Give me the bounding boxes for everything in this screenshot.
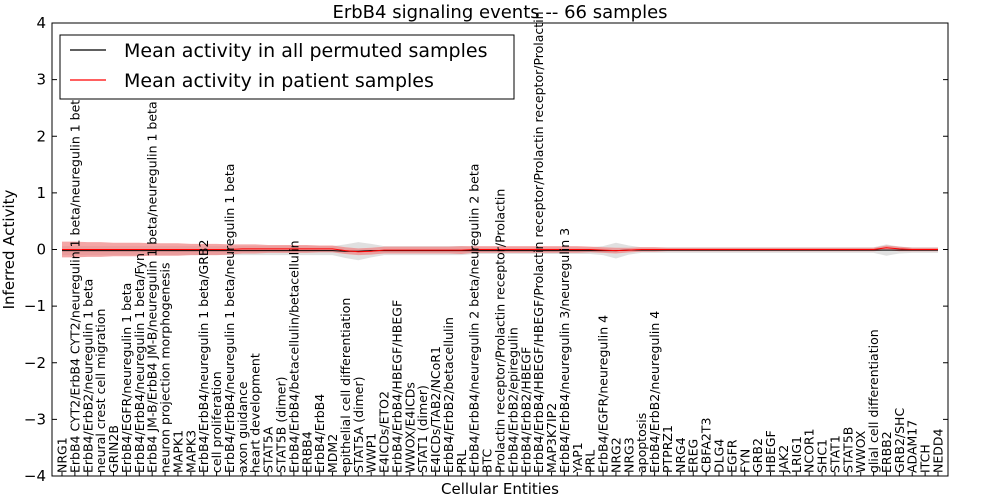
x-tick-label: ErbB4/ErbB2/epiregulin [505,327,520,473]
x-tick-label: WWOX/E4ICDs [402,382,417,473]
x-tick-label: ErbB4/ErbB2/neuregulin 4 [647,311,662,473]
x-tick-label: WWP1 [364,433,379,473]
x-tick-label: NRG3 [621,437,636,473]
y-tick-label: −4 [24,467,46,485]
x-tick-label: FYN [737,449,752,473]
x-tick-label: MDM2 [325,434,340,473]
x-tick-label: ErbB4 CYT2/ErbB4 CYT2/neuregulin 1 beta/… [67,92,82,473]
x-tick-label: ErbB4 JM-B/ErbB4 JM-B/neuregulin 1 beta/… [145,101,160,473]
x-tick-label: LRIG1 [789,436,804,473]
x-tick-label: ErbB4/ErbB4/neuregulin 1 beta/Fyn [132,253,147,473]
x-tick-label: NCOR1 [802,428,817,473]
x-tick-label: CBFA2T3 [699,418,714,473]
y-tick-label: −3 [24,410,46,428]
chart-title: ErbB4 signaling events -- 66 samples [332,2,667,23]
x-tick-label: GRB2 [750,438,765,473]
x-tick-label: EREG [686,439,701,473]
legend: Mean activity in all permuted samples Me… [59,34,515,100]
x-tick-label: ERBB4 [299,431,314,473]
x-tick-label: ErbB4/EGFR/neuregulin 4 [596,315,611,473]
x-tick-label: STAT1 [827,435,842,473]
x-tick-label: WWOX [853,430,868,473]
legend-entry-patient: Mean activity in patient samples [124,70,434,92]
x-tick-label: MAPK3 [183,430,198,473]
y-axis-ticks: −4 −3 −2 −1 0 1 2 3 4 [24,14,948,485]
x-tick-label: ErbB4/ErbB2/betacellulin [441,317,456,473]
x-tick-label: ErbB4/EGFR/neuregulin 1 beta [119,283,134,473]
x-tick-label: STAT5A (dimer) [351,377,366,473]
x-tick-label: ErbB4/ErbB4 [312,394,327,473]
y-tick-label: 3 [36,71,46,89]
y-tick-label: −1 [24,297,46,315]
x-tick-label: ADAM17 [905,420,920,473]
x-tick-label: Prolactin receptor/Prolactin receptor/Pr… [493,189,508,473]
plot-frame [51,22,949,477]
x-tick-label: NRG2 [608,437,623,473]
x-tick-label: NRG1 [55,437,70,473]
x-tick-label: cell proliferation [209,371,224,473]
x-tick-label: ITCH [918,444,933,473]
x-tick-label: heart development [248,353,263,473]
x-tick-label: ErbB4/ErbB2/HBEGF [518,347,533,473]
x-tick-label: DLG4 [712,439,727,473]
x-tick-label: ErbB4/ErbB4/neuregulin 2 beta/neuregulin… [467,164,482,473]
x-tick-label: axon guidance [235,381,250,473]
series-line-patient [62,247,938,253]
y-tick-label: 1 [36,184,46,202]
x-tick-label: BTC [480,449,495,473]
x-tick-label: MAP3K7IP2 [544,403,559,473]
x-tick-label: PRL [454,450,469,473]
legend-box [59,34,515,100]
series-line-permuted [62,249,938,252]
x-tick-label: MAPK1 [170,430,185,473]
x-tick-label: STAT1 (dimer) [415,385,430,473]
x-tick-label: ErbB4/ErbB4/neuregulin 1 beta/GRB2 [196,240,211,473]
x-tick-label: STAT5B (dimer) [274,377,289,473]
x-tick-label: JAK2 [776,445,791,474]
x-tick-label: neural crest cell migration [93,309,108,473]
x-tick-label: GRIN2B [106,425,121,473]
y-tick-label: 0 [36,241,46,259]
x-tick-label: E4ICDs/TAB2/NCoR1 [428,346,443,473]
x-tick-label: SHC1 [815,439,830,473]
legend-entry-permuted: Mean activity in all permuted samples [124,40,487,62]
x-tick-label: ErbB4/ErbB2/neuregulin 1 beta [80,279,95,473]
x-tick-label: neuron projection morphogenesis [158,262,173,473]
x-tick-label: STAT5A [261,426,276,473]
x-tick-label: PRL [583,450,598,473]
x-axis-label: Cellular Entities [441,480,559,498]
x-tick-label: apoptosis [634,413,649,473]
x-tick-label: ErbB4/ErbB4/neuregulin 1 beta/neuregulin… [222,164,237,473]
x-tick-label: NEDD4 [931,429,946,473]
x-tick-label: NRG4 [673,437,688,473]
x-tick-label: HBEGF [763,430,778,473]
x-tick-label: glial cell differentiation [866,329,881,473]
y-axis-label: Inferred Activity [0,189,18,309]
x-tick-label: ErbB4/ErbB4/betacellulin/betacellulin [286,240,301,473]
x-tick-label: EGFR [724,439,739,473]
y-tick-label: 2 [36,127,46,145]
x-tick-label: STAT5B [840,427,855,473]
y-tick-label: −2 [24,354,46,372]
x-tick-label: epithelial cell differentiation [338,298,353,473]
x-tick-label: ErbB4/ErbB4/HBEGF/HBEGF/Prolactin recept… [531,11,546,473]
x-tick-label: ErbB4/ErbB4/neuregulin 3/neuregulin 3 [557,228,572,473]
x-tick-label: YAP1 [570,442,585,474]
y-tick-label: 4 [36,14,46,32]
x-tick-label: E4ICDs/ETO2 [377,391,392,473]
series-lines [62,247,938,253]
x-tick-label: GRB2/SHC [892,408,907,473]
x-tick-label: PTPRZ1 [660,425,675,473]
x-tick-label: ErbB4/ErbB4/HBEGF/HBEGF [389,300,404,473]
x-tick-label: ERBB2 [879,431,894,473]
